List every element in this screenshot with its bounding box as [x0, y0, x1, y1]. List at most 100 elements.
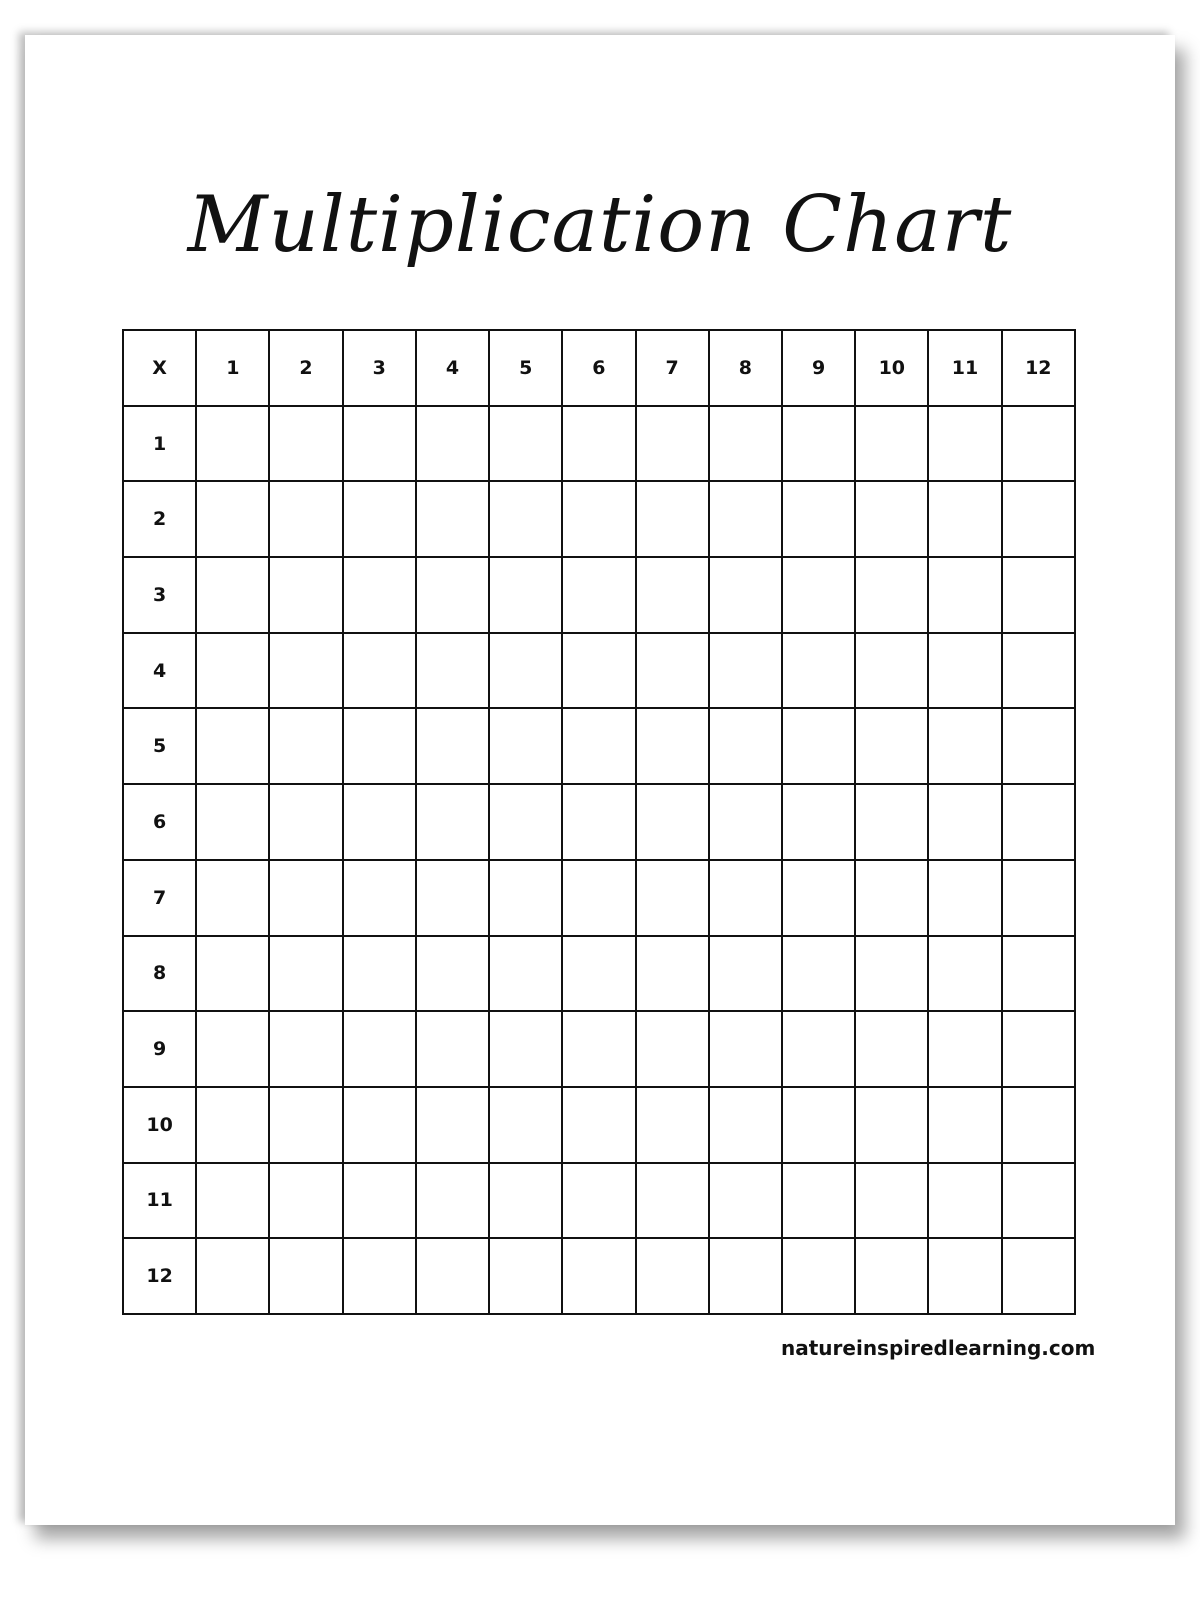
answer-cell	[854, 404, 930, 483]
footer-website: natureinspiredlearning.com	[781, 1336, 1096, 1360]
column-header: 1	[195, 329, 271, 407]
answer-cell	[854, 1085, 930, 1164]
column-header: 4	[414, 329, 491, 407]
answer-cell	[561, 1237, 637, 1315]
page-title: Multiplication Chart	[187, 180, 1013, 270]
answer-cell	[268, 783, 344, 861]
answer-cell	[854, 934, 930, 1013]
answer-cell	[488, 1010, 564, 1088]
row-header: 7	[121, 858, 198, 937]
answer-cell	[634, 934, 710, 1013]
table-row: 2	[121, 480, 1077, 559]
answer-cell	[927, 783, 1003, 861]
answer-cell	[268, 934, 344, 1013]
answer-cell	[341, 1010, 417, 1088]
table-row: 1	[121, 404, 1077, 483]
answer-cell	[414, 858, 491, 937]
answer-cell	[1000, 404, 1077, 483]
answer-cell	[854, 631, 930, 710]
answer-cell	[268, 556, 344, 634]
table-row: 9	[121, 1010, 1077, 1088]
row-header: 2	[121, 480, 198, 559]
answer-cell	[341, 404, 417, 483]
answer-cell	[780, 556, 857, 634]
answer-cell	[927, 404, 1003, 483]
answer-cell	[707, 1237, 783, 1315]
column-header: 12	[1000, 329, 1077, 407]
answer-cell	[1000, 1085, 1077, 1164]
answer-cell	[854, 707, 930, 786]
answer-cell	[488, 1237, 564, 1315]
answer-cell	[488, 480, 564, 559]
answer-cell	[707, 631, 783, 710]
answer-cell	[854, 480, 930, 559]
column-header: 8	[707, 329, 783, 407]
answer-cell	[927, 934, 1003, 1013]
answer-cell	[268, 1161, 344, 1240]
answer-cell	[927, 631, 1003, 710]
answer-cell	[854, 783, 930, 861]
answer-cell	[488, 783, 564, 861]
answer-cell	[341, 1237, 417, 1315]
answer-cell	[707, 1085, 783, 1164]
answer-cell	[707, 858, 783, 937]
answer-cell	[341, 556, 417, 634]
answer-cell	[1000, 1161, 1077, 1240]
answer-cell	[268, 480, 344, 559]
answer-cell	[780, 480, 857, 559]
answer-cell	[927, 556, 1003, 634]
answer-cell	[414, 934, 491, 1013]
answer-cell	[1000, 1010, 1077, 1088]
table-row: 8	[121, 934, 1077, 1013]
column-header: 3	[341, 329, 417, 407]
answer-cell	[780, 1085, 857, 1164]
answer-cell	[634, 1237, 710, 1315]
answer-cell	[561, 934, 637, 1013]
row-header: 10	[121, 1085, 198, 1164]
answer-cell	[780, 707, 857, 786]
column-header: 6	[561, 329, 637, 407]
answer-cell	[414, 404, 491, 483]
answer-cell	[341, 783, 417, 861]
answer-cell	[780, 858, 857, 937]
table-row: 6	[121, 783, 1077, 861]
answer-cell	[341, 480, 417, 559]
answer-cell	[707, 480, 783, 559]
answer-cell	[707, 934, 783, 1013]
answer-cell	[268, 707, 344, 786]
answer-cell	[341, 934, 417, 1013]
answer-cell	[707, 707, 783, 786]
answer-cell	[707, 404, 783, 483]
answer-cell	[634, 1010, 710, 1088]
answer-cell	[927, 1237, 1003, 1315]
row-header: 8	[121, 934, 198, 1013]
row-header: 11	[121, 1161, 198, 1240]
row-header: 12	[121, 1237, 198, 1315]
row-header: 6	[121, 783, 198, 861]
answer-cell	[780, 631, 857, 710]
answer-cell	[780, 783, 857, 861]
answer-cell	[1000, 556, 1077, 634]
answer-cell	[195, 556, 271, 634]
table-row: 11	[121, 1161, 1077, 1240]
answer-cell	[195, 858, 271, 937]
answer-cell	[268, 1237, 344, 1315]
answer-cell	[488, 707, 564, 786]
column-header: 9	[780, 329, 857, 407]
answer-cell	[561, 556, 637, 634]
answer-cell	[561, 783, 637, 861]
row-header: 1	[121, 404, 198, 483]
answer-cell	[561, 404, 637, 483]
answer-cell	[634, 1085, 710, 1164]
answer-cell	[488, 934, 564, 1013]
answer-cell	[561, 858, 637, 937]
answer-cell	[268, 858, 344, 937]
answer-cell	[488, 631, 564, 710]
answer-cell	[414, 1085, 491, 1164]
answer-cell	[854, 556, 930, 634]
answer-cell	[414, 631, 491, 710]
answer-cell	[341, 707, 417, 786]
answer-cell	[561, 631, 637, 710]
answer-cell	[195, 1085, 271, 1164]
table-row: 7	[121, 858, 1077, 937]
